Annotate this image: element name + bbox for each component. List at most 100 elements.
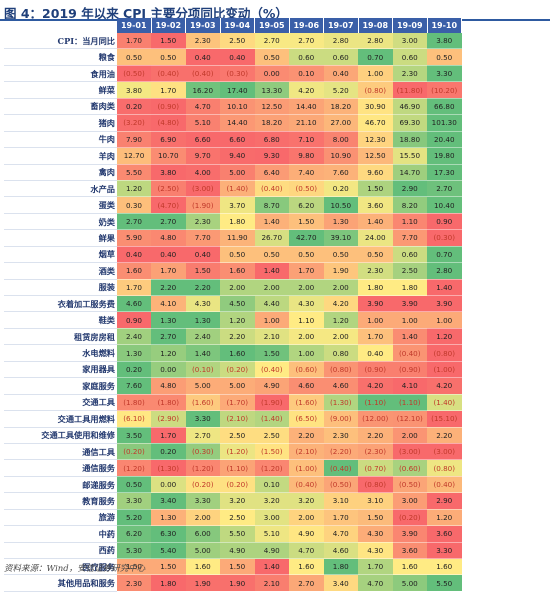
value-cell: 4.60 xyxy=(289,377,324,395)
table-row: 西药 5.30 5.40 5.00 4.90 4.90 4.70 4.60 4.30 3.60 3.… xyxy=(4,542,462,560)
value-cell: 2.00 xyxy=(289,279,324,297)
value-cell: (9.00) xyxy=(323,410,358,428)
value-cell: 0.20 xyxy=(117,98,151,116)
value-cell: (1.10) xyxy=(220,459,255,477)
row-label: 蛋类 xyxy=(4,196,117,214)
value-cell: 4.80 xyxy=(151,229,186,247)
value-cell: 9.70 xyxy=(185,147,220,165)
value-cell: (1.60) xyxy=(289,394,324,412)
value-cell: 0.50 xyxy=(117,48,151,66)
table-row: 邮递服务 0.50 0.00 (0.20) (0.20) 0.10 (0.40) (0.50)… xyxy=(4,476,462,494)
table-row: 家庭服务 7.60 4.80 5.00 5.00 4.90 4.60 4.60 4.20 4.10… xyxy=(4,377,462,395)
value-cell: 12.50 xyxy=(254,98,289,116)
value-cell: 4.20 xyxy=(427,377,462,395)
value-cell: 1.00 xyxy=(392,311,427,329)
value-cell: 6.40 xyxy=(254,164,289,181)
value-cell: 10.40 xyxy=(427,196,462,214)
value-cell: 0.00 xyxy=(151,361,186,379)
value-cell: 0.00 xyxy=(151,476,186,494)
value-cell: 4.50 xyxy=(220,295,255,313)
value-cell: 2.90 xyxy=(392,180,427,198)
value-cell: 8.00 xyxy=(323,131,358,149)
value-cell: 3.90 xyxy=(392,295,427,313)
value-cell: 1.60 xyxy=(117,262,151,280)
value-cell: 7.70 xyxy=(392,229,427,247)
value-cell: 4.40 xyxy=(254,295,289,313)
value-cell: (0.90) xyxy=(151,98,186,116)
value-cell: 1.70 xyxy=(358,328,393,346)
value-cell: 1.80 xyxy=(392,279,427,297)
value-cell: (1.20) xyxy=(117,459,151,477)
value-cell: 0.20 xyxy=(117,361,151,379)
value-cell: 6.90 xyxy=(151,131,186,149)
value-cell: 1.80 xyxy=(151,574,186,592)
value-cell: 5.00 xyxy=(392,574,427,592)
value-cell: (1.30) xyxy=(151,459,186,477)
table-row: 交通工具使用和维修 3.50 1.70 2.70 2.50 2.50 2.20 2.30 2.2… xyxy=(4,427,462,444)
value-cell: 4.20 xyxy=(358,377,393,395)
value-cell: 18.20 xyxy=(254,114,289,132)
value-cell: (12.10) xyxy=(392,410,427,428)
value-cell: 4.30 xyxy=(289,295,324,313)
table-row: 猪肉 (3.20) (4.80) 5.10 14.40 18.20 21.10 27.00 46… xyxy=(4,114,462,132)
value-cell: 1.60 xyxy=(220,262,255,280)
value-cell: 1.00 xyxy=(358,311,393,329)
value-cell: 66.80 xyxy=(427,98,462,116)
value-cell: 2.30 xyxy=(117,574,151,592)
table-row: 鲜果 5.90 4.80 7.70 11.90 26.70 42.70 39.10 24.00 7… xyxy=(4,229,462,247)
value-cell: 3.10 xyxy=(323,492,358,510)
value-cell: 5.50 xyxy=(427,574,462,592)
row-label: 牛肉 xyxy=(4,131,117,149)
value-cell: 2.20 xyxy=(358,427,393,444)
value-cell: 4.60 xyxy=(323,542,358,560)
value-cell: 0.40 xyxy=(117,246,151,264)
value-cell: 4.20 xyxy=(289,81,324,99)
value-cell: (0.50) xyxy=(289,180,324,198)
value-cell: 1.60 xyxy=(392,558,427,576)
value-cell: 1.20 xyxy=(323,311,358,329)
value-cell: 1.50 xyxy=(358,509,393,527)
value-cell: (0.30) xyxy=(185,443,220,461)
value-cell: (0.20) xyxy=(117,443,151,461)
value-cell: 3.10 xyxy=(358,492,393,510)
value-cell: 0.70 xyxy=(358,48,393,66)
value-cell: (1.40) xyxy=(427,394,462,412)
table-row: 禽肉 5.50 3.80 4.00 5.00 6.40 7.40 7.60 9.60 14.70 1… xyxy=(4,164,462,181)
value-cell: 3.90 xyxy=(392,525,427,543)
value-cell: 4.70 xyxy=(358,574,393,592)
value-cell: (0.90) xyxy=(392,361,427,379)
value-cell: 10.50 xyxy=(323,196,358,214)
value-cell: 17.30 xyxy=(427,164,462,181)
value-cell: 3.60 xyxy=(392,542,427,560)
value-cell: 2.00 xyxy=(185,509,220,527)
table-row: 通信服务 (1.20) (1.30) (1.20) (1.10) (1.20) (1.00)… xyxy=(4,459,462,477)
row-label: 服装 xyxy=(4,279,117,297)
value-cell: 1.20 xyxy=(427,328,462,346)
value-cell: 1.20 xyxy=(220,311,255,329)
value-cell: (0.80) xyxy=(323,361,358,379)
column-header: 19-08 xyxy=(358,18,393,33)
value-cell: 6.00 xyxy=(185,525,220,543)
value-cell: 2.00 xyxy=(323,328,358,346)
value-cell: 0.50 xyxy=(427,48,462,66)
value-cell: 13.30 xyxy=(254,81,289,99)
value-cell: 1.00 xyxy=(427,311,462,329)
value-cell: 1.20 xyxy=(117,180,151,198)
value-cell: 1.80 xyxy=(323,558,358,576)
value-cell: 101.30 xyxy=(427,114,462,132)
value-cell: (6.10) xyxy=(117,410,151,428)
value-cell: 1.60 xyxy=(289,558,324,576)
value-cell: 4.30 xyxy=(358,542,393,560)
row-label: 通信工具 xyxy=(4,443,117,461)
value-cell: (0.80) xyxy=(358,81,393,99)
row-label: 交通工具使用和维修 xyxy=(4,427,117,444)
value-cell: 1.00 xyxy=(254,311,289,329)
value-cell: 2.80 xyxy=(427,262,462,280)
value-cell: 7.70 xyxy=(185,229,220,247)
value-cell: 0.40 xyxy=(323,65,358,83)
value-cell: 9.30 xyxy=(254,147,289,165)
value-cell: (0.40) xyxy=(323,459,358,477)
value-cell: 10.10 xyxy=(220,98,255,116)
value-cell: (2.20) xyxy=(323,443,358,461)
value-cell: 2.80 xyxy=(323,33,358,50)
